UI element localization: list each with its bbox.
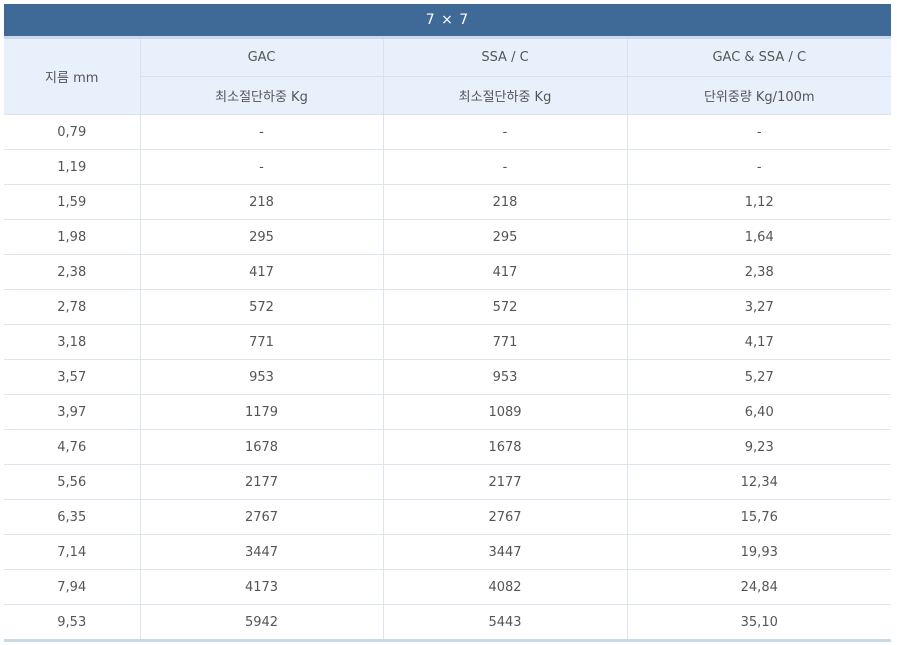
- cell-ssa-c-load: 5443: [383, 604, 628, 642]
- table-row: 1,98 295 295 1,64: [4, 219, 891, 255]
- cell-unit-weight: 1,64: [627, 219, 891, 255]
- cell-gac-load: 2177: [140, 464, 384, 500]
- cell-ssa-c-load: 2767: [383, 499, 628, 535]
- cell-unit-weight: 2,38: [627, 254, 891, 290]
- diameter-header: 지름 mm: [4, 39, 141, 115]
- cell-diameter: 7,14: [4, 534, 141, 570]
- header-row-2: 최소절단하중 Kg 최소절단하중 Kg 단위중량 Kg/100m: [4, 76, 891, 115]
- cell-ssa-c-load: -: [383, 114, 628, 150]
- cell-ssa-c-load: 1089: [383, 394, 628, 430]
- cell-gac-load: -: [140, 149, 384, 185]
- table-row: 3,97 1179 1089 6,40: [4, 394, 891, 430]
- cell-gac-load: 295: [140, 219, 384, 255]
- cell-ssa-c-load: 218: [383, 184, 628, 220]
- table-row: 1,19- - -: [4, 149, 891, 185]
- cell-unit-weight: 15,76: [627, 499, 891, 535]
- cell-gac-load: 953: [140, 359, 384, 395]
- table-row: 1,59 218 218 1,12: [4, 184, 891, 220]
- cell-gac-load: 771: [140, 324, 384, 360]
- cell-unit-weight: -: [627, 149, 891, 185]
- cell-ssa-c-load: 2177: [383, 464, 628, 500]
- cell-gac-load: 2767: [140, 499, 384, 535]
- cell-diameter: 1,98: [4, 219, 141, 255]
- cell-diameter: 5,56: [4, 464, 141, 500]
- cell-diameter: 3,18: [4, 324, 141, 360]
- table-row: 6,35 2767 2767 15,76: [4, 499, 891, 535]
- cell-diameter: 6,35: [4, 499, 141, 535]
- table-row: 3,18 771 771 4,17: [4, 324, 891, 360]
- header-row-1: 지름 mm GAC SSA / C GAC & SSA / C: [4, 39, 891, 115]
- cell-gac-load: 572: [140, 289, 384, 325]
- subheader-ssa-c-min-breaking-load: 최소절단하중 Kg: [382, 76, 628, 115]
- table-row: 0,79- - -: [4, 114, 891, 150]
- table-title: 7 × 7: [4, 4, 891, 39]
- cell-unit-weight: 4,17: [627, 324, 891, 360]
- table-row: 7,14 3447 3447 19,93: [4, 534, 891, 570]
- cell-diameter: 9,53: [4, 604, 141, 642]
- cell-diameter: 7,94: [4, 569, 141, 605]
- table-row: 4,76 1678 1678 9,23: [4, 429, 891, 465]
- cell-unit-weight: 35,10: [627, 604, 891, 642]
- cell-diameter: 2,78: [4, 289, 141, 325]
- cell-ssa-c-load: 771: [383, 324, 628, 360]
- cell-gac-load: 1678: [140, 429, 384, 465]
- header-gac: GAC: [139, 39, 384, 77]
- cell-unit-weight: 6,40: [627, 394, 891, 430]
- cell-gac-load: 218: [140, 184, 384, 220]
- spec-table: 지름 mm GAC SSA / C GAC & SSA / C 최소절단하중 K…: [4, 39, 891, 642]
- header-ssa-c: SSA / C: [382, 39, 628, 77]
- cell-gac-load: 4173: [140, 569, 384, 605]
- cell-gac-load: 417: [140, 254, 384, 290]
- table-row: 7,94 4173 4082 24,84: [4, 569, 891, 605]
- cell-unit-weight: 3,27: [627, 289, 891, 325]
- cell-ssa-c-load: 3447: [383, 534, 628, 570]
- cell-gac-load: 5942: [140, 604, 384, 642]
- cell-gac-load: 3447: [140, 534, 384, 570]
- table-row: 2,78 572 572 3,27: [4, 289, 891, 325]
- cell-ssa-c-load: -: [383, 149, 628, 185]
- cell-ssa-c-load: 572: [383, 289, 628, 325]
- header-gac-ssa-c: GAC & SSA / C: [626, 39, 891, 77]
- cell-diameter: 3,97: [4, 394, 141, 430]
- table-row: 2,38 417 417 2,38: [4, 254, 891, 290]
- cell-diameter: 2,38: [4, 254, 141, 290]
- cell-gac-load: -: [140, 114, 384, 150]
- cell-ssa-c-load: 4082: [383, 569, 628, 605]
- cell-ssa-c-load: 953: [383, 359, 628, 395]
- cell-unit-weight: 19,93: [627, 534, 891, 570]
- cell-diameter: 4,76: [4, 429, 141, 465]
- table-row: 3,57 953 953 5,27: [4, 359, 891, 395]
- cell-gac-load: 1179: [140, 394, 384, 430]
- table-row: 9,53 5942 5443 35,10: [4, 604, 891, 642]
- table-row: 5,56 2177 2177 12,34: [4, 464, 891, 500]
- subheader-gac-min-breaking-load: 최소절단하중 Kg: [139, 76, 384, 115]
- cell-unit-weight: 12,34: [627, 464, 891, 500]
- subheader-unit-weight: 단위중량 Kg/100m: [626, 76, 891, 115]
- cell-unit-weight: 9,23: [627, 429, 891, 465]
- cell-unit-weight: 5,27: [627, 359, 891, 395]
- cell-unit-weight: 1,12: [627, 184, 891, 220]
- cell-diameter: 3,57: [4, 359, 141, 395]
- cell-ssa-c-load: 295: [383, 219, 628, 255]
- cell-diameter: 1,59: [4, 184, 141, 220]
- cell-unit-weight: 24,84: [627, 569, 891, 605]
- cell-diameter: 1,19: [4, 149, 141, 185]
- spec-table-container: 7 × 7 지름 mm GAC SSA / C GAC & SSA / C 최소…: [4, 4, 891, 642]
- cell-unit-weight: -: [627, 114, 891, 150]
- cell-ssa-c-load: 1678: [383, 429, 628, 465]
- cell-ssa-c-load: 417: [383, 254, 628, 290]
- cell-diameter: 0,79: [4, 114, 141, 150]
